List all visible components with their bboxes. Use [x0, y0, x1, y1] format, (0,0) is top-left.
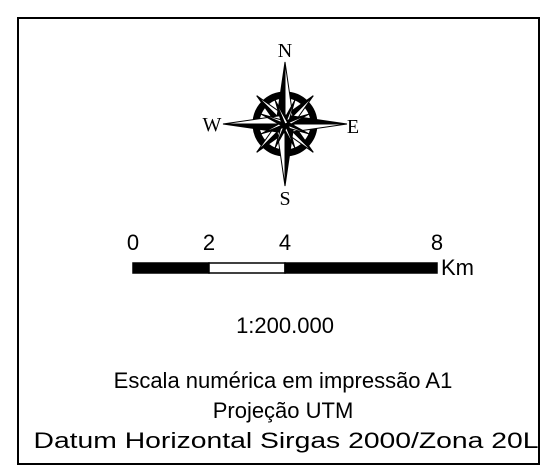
compass-south: S: [279, 188, 290, 210]
scale-tick-label: 0: [127, 230, 139, 255]
note: Projeção UTM: [213, 398, 354, 423]
compass-west: W: [203, 114, 222, 136]
note: Datum Horizontal Sirgas 2000/Zona 20L: [34, 428, 539, 453]
scale-segment: [208, 262, 286, 274]
scale-tick-label: 8: [431, 230, 443, 255]
scale-bar: 0 2 4 8Km: [127, 230, 474, 280]
scale-segment: [284, 262, 438, 274]
scale-tick-label: 4: [279, 230, 291, 255]
compass-rose: [222, 61, 348, 187]
compass-north: N: [278, 40, 292, 62]
compass-east: E: [347, 116, 359, 138]
scale-unit: Km: [441, 255, 474, 280]
scale-segment: [132, 262, 210, 274]
scale-text: 1:200.000: [236, 313, 334, 338]
note: Escala numérica em impressão A1: [114, 368, 453, 393]
compass-point: [274, 99, 289, 125]
scale-tick-label: 2: [203, 230, 215, 255]
